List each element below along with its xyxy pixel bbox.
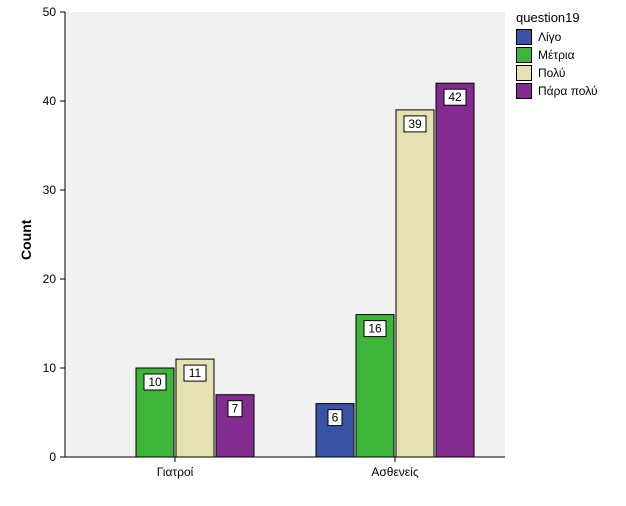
y-tick-label: 10 bbox=[43, 361, 57, 375]
value-label: 11 bbox=[189, 366, 202, 380]
legend-label: Πολύ bbox=[538, 66, 565, 80]
y-axis-label-text: Count bbox=[18, 219, 34, 259]
legend-item: Πάρα πολύ bbox=[516, 83, 598, 99]
legend-label: Μέτρια bbox=[538, 48, 575, 62]
y-tick-label: 50 bbox=[43, 5, 57, 19]
legend-label: Πάρα πολύ bbox=[538, 84, 598, 98]
y-tick-label: 20 bbox=[43, 272, 57, 286]
y-tick-label: 0 bbox=[49, 450, 56, 464]
legend-swatch bbox=[516, 29, 532, 45]
value-label: 10 bbox=[148, 375, 162, 389]
chart-container: 0 10 20 30 40 50 Γιατροί Ασθενείς 10 11 7 6 16 39 42 C… bbox=[0, 0, 626, 501]
x-category-label: Ασθενείς bbox=[371, 465, 418, 479]
legend-item: Μέτρια bbox=[516, 47, 598, 63]
value-label: 6 bbox=[332, 411, 339, 425]
value-label: 39 bbox=[408, 117, 422, 131]
bar bbox=[396, 110, 434, 457]
legend-swatch bbox=[516, 65, 532, 81]
legend-swatch bbox=[516, 83, 532, 99]
y-axis-label: Count bbox=[18, 219, 34, 259]
value-label: 42 bbox=[448, 90, 462, 104]
legend: question19 Λίγο Μέτρια Πολύ Πάρα πολύ bbox=[516, 10, 598, 101]
legend-item: Πολύ bbox=[516, 65, 598, 81]
legend-item: Λίγο bbox=[516, 29, 598, 45]
legend-label: Λίγο bbox=[538, 30, 561, 44]
bar bbox=[436, 83, 474, 457]
value-label: 7 bbox=[232, 402, 239, 416]
legend-swatch bbox=[516, 47, 532, 63]
y-tick-label: 40 bbox=[43, 94, 57, 108]
legend-title: question19 bbox=[516, 10, 598, 25]
x-category-label: Γιατροί bbox=[157, 465, 194, 479]
y-tick-label: 30 bbox=[43, 183, 57, 197]
value-label: 16 bbox=[368, 322, 382, 336]
